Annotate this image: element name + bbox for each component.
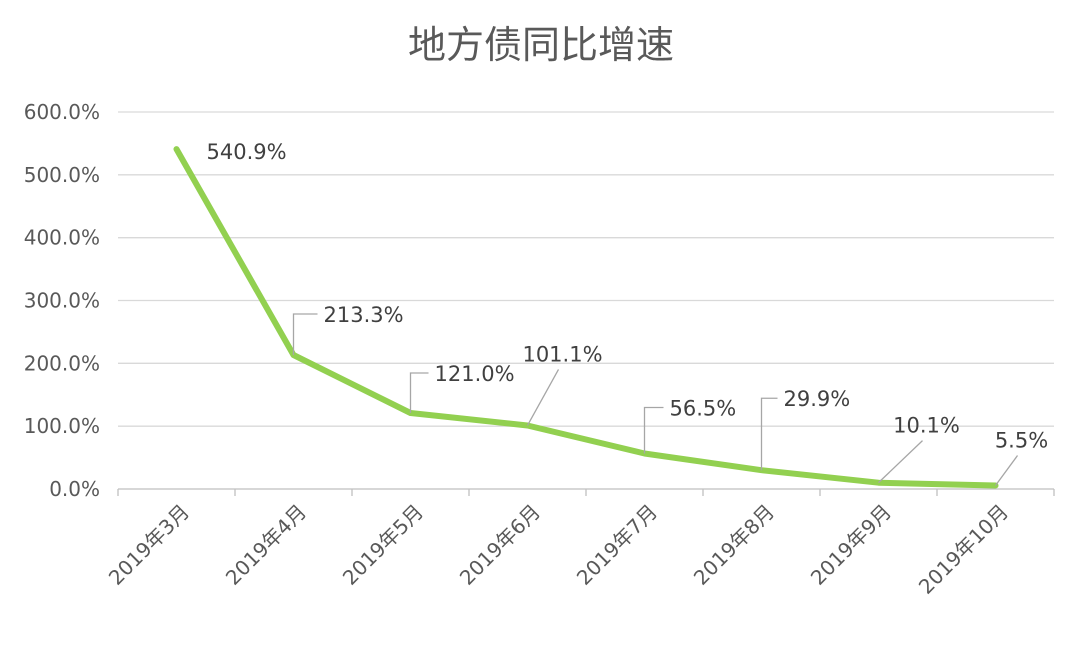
chart-title: 地方债同比增速	[408, 23, 674, 67]
y-axis: 0.0% 100.0% 200.0% 300.0% 400.0% 500.0% 600.0%	[24, 100, 100, 501]
data-label: 10.1%	[893, 414, 960, 438]
leader-line	[292, 313, 318, 355]
data-label: 540.9%	[207, 140, 287, 164]
data-label: 56.5%	[670, 396, 737, 420]
leader-line	[409, 372, 429, 413]
data-labels: 540.9% 213.3% 121.0% 101.1% 56.5% 29.9% 10.1% 5…	[207, 140, 1049, 452]
y-tick-label: 400.0%	[24, 226, 100, 250]
x-tick-label: 2019年6月	[455, 500, 545, 590]
data-label: 121.0%	[435, 362, 515, 386]
data-label: 101.1%	[522, 342, 602, 366]
x-tick-label: 2019年5月	[338, 500, 428, 590]
x-tick-label: 2019年9月	[806, 500, 896, 590]
y-tick-label: 600.0%	[24, 100, 100, 124]
x-tick-label: 2019年4月	[221, 500, 311, 590]
leader-line	[994, 455, 1019, 486]
y-tick-label: 100.0%	[24, 414, 100, 438]
data-label: 213.3%	[324, 303, 404, 327]
y-tick-label: 0.0%	[49, 477, 100, 501]
y-tick-label: 500.0%	[24, 163, 100, 187]
data-label: 5.5%	[995, 429, 1048, 453]
x-tick-label: 2019年7月	[572, 500, 662, 590]
leader-line	[643, 406, 664, 454]
series-layer	[173, 146, 999, 489]
leader-line	[760, 397, 778, 471]
y-tick-label: 300.0%	[24, 289, 100, 313]
y-tick-label: 200.0%	[24, 351, 100, 375]
data-label: 29.9%	[784, 387, 851, 411]
leader-line	[526, 369, 560, 426]
x-tick-label: 2019年10月	[914, 500, 1013, 599]
x-tick-label: 2019年8月	[689, 500, 779, 590]
x-axis: 2019年3月 2019年4月 2019年5月 2019年6月 2019年7月 2019年…	[104, 488, 1055, 599]
series-line	[173, 146, 999, 489]
leader-line	[878, 440, 923, 484]
leader-lines	[292, 313, 1019, 486]
gridlines	[118, 111, 1054, 427]
x-tick-label: 2019年3月	[104, 500, 194, 590]
